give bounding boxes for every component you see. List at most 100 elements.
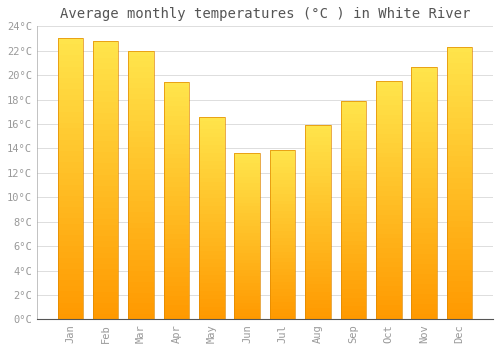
Bar xyxy=(340,262,366,267)
Bar xyxy=(447,150,472,156)
Bar xyxy=(128,180,154,185)
Bar xyxy=(447,140,472,145)
Bar xyxy=(58,38,83,320)
Bar xyxy=(199,315,224,320)
Bar xyxy=(376,105,402,110)
Bar xyxy=(234,216,260,220)
Bar xyxy=(234,266,260,270)
Bar xyxy=(376,205,402,210)
Bar xyxy=(58,196,83,202)
Bar xyxy=(447,167,472,172)
Bar xyxy=(270,228,295,231)
Bar xyxy=(234,213,260,216)
Bar xyxy=(164,120,189,125)
Bar xyxy=(412,183,437,188)
Bar xyxy=(199,259,224,262)
Bar xyxy=(93,152,118,158)
Bar xyxy=(93,280,118,286)
Bar xyxy=(340,197,366,201)
Bar xyxy=(270,316,295,320)
Bar xyxy=(340,127,366,131)
Bar xyxy=(306,207,331,211)
Bar xyxy=(128,223,154,228)
Bar xyxy=(340,175,366,180)
Bar xyxy=(376,238,402,243)
Bar xyxy=(93,113,118,119)
Bar xyxy=(412,213,437,218)
Bar xyxy=(128,62,154,67)
Bar xyxy=(164,215,189,220)
Bar xyxy=(306,304,331,308)
Bar xyxy=(164,277,189,281)
Bar xyxy=(128,104,154,110)
Bar xyxy=(93,236,118,241)
Bar xyxy=(58,258,83,263)
Bar xyxy=(376,281,402,286)
Bar xyxy=(164,144,189,149)
Bar xyxy=(306,215,331,218)
Bar xyxy=(376,200,402,205)
Bar xyxy=(93,292,118,297)
Bar xyxy=(164,220,189,225)
Bar xyxy=(340,149,366,153)
Bar xyxy=(128,88,154,94)
Bar xyxy=(412,132,437,138)
Bar xyxy=(93,214,118,219)
Bar xyxy=(128,185,154,190)
Bar xyxy=(340,153,366,158)
Bar xyxy=(447,232,472,238)
Bar xyxy=(128,131,154,137)
Bar xyxy=(412,82,437,87)
Bar xyxy=(234,167,260,170)
Bar xyxy=(270,248,295,252)
Bar xyxy=(234,210,260,213)
Bar xyxy=(270,252,295,255)
Bar xyxy=(306,211,331,215)
Bar xyxy=(93,258,118,264)
Bar xyxy=(412,163,437,168)
Bar xyxy=(199,125,224,129)
Bar xyxy=(234,296,260,300)
Bar xyxy=(199,279,224,283)
Bar xyxy=(128,78,154,83)
Bar xyxy=(93,52,118,58)
Bar xyxy=(58,123,83,128)
Bar xyxy=(164,158,189,163)
Bar xyxy=(376,100,402,105)
Bar xyxy=(58,246,83,252)
Bar xyxy=(58,66,83,72)
Bar xyxy=(306,257,331,261)
Bar xyxy=(128,303,154,309)
Bar xyxy=(447,63,472,69)
Bar xyxy=(376,129,402,134)
Bar xyxy=(164,210,189,215)
Bar xyxy=(93,303,118,308)
Bar xyxy=(270,187,295,190)
Bar xyxy=(164,102,189,106)
Bar xyxy=(93,41,118,47)
Bar xyxy=(58,274,83,280)
Bar xyxy=(306,164,331,168)
Bar xyxy=(58,308,83,314)
Bar xyxy=(270,299,295,302)
Bar xyxy=(340,114,366,118)
Bar xyxy=(447,129,472,134)
Bar xyxy=(128,255,154,260)
Bar xyxy=(412,92,437,97)
Bar xyxy=(164,106,189,111)
Bar xyxy=(58,202,83,207)
Bar xyxy=(376,138,402,143)
Bar xyxy=(412,72,437,77)
Bar xyxy=(306,152,331,156)
Bar xyxy=(58,218,83,224)
Bar xyxy=(447,205,472,210)
Bar xyxy=(306,141,331,145)
Bar xyxy=(340,180,366,184)
Bar xyxy=(270,258,295,262)
Bar xyxy=(58,190,83,196)
Bar xyxy=(93,85,118,91)
Bar xyxy=(58,303,83,308)
Bar xyxy=(447,194,472,200)
Bar xyxy=(93,63,118,69)
Bar xyxy=(93,147,118,152)
